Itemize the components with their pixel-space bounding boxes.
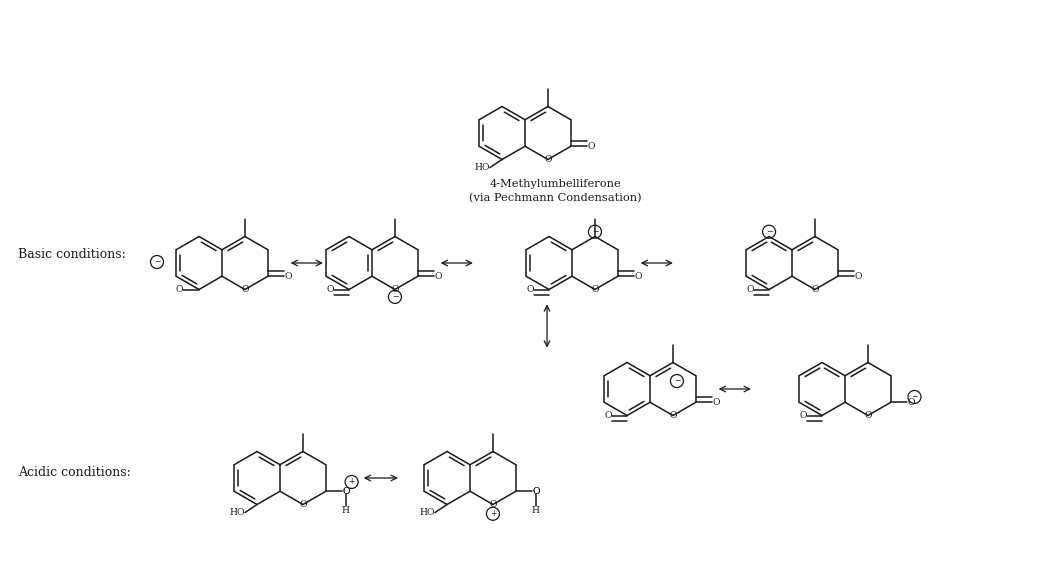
Text: H: H (532, 506, 540, 515)
Text: O: O (434, 272, 441, 281)
Text: +: + (490, 509, 497, 518)
Text: O: O (544, 155, 552, 164)
Text: O: O (865, 411, 872, 420)
Text: O: O (532, 486, 540, 496)
Text: −: − (154, 258, 160, 267)
Text: O: O (489, 500, 497, 509)
Text: +: + (348, 477, 354, 486)
Text: O: O (532, 486, 540, 496)
Text: −: − (911, 392, 918, 401)
Text: O: O (634, 272, 642, 281)
Text: O: O (669, 411, 677, 420)
Text: −: − (592, 227, 598, 236)
Text: O: O (342, 486, 349, 496)
Text: O: O (854, 272, 862, 281)
Text: O: O (284, 272, 292, 281)
Text: Acidic conditions:: Acidic conditions: (18, 467, 131, 480)
Text: O: O (392, 285, 399, 294)
Text: −: − (674, 376, 680, 385)
Text: O: O (241, 285, 248, 294)
Text: O: O (587, 142, 594, 151)
Text: HO: HO (230, 508, 245, 517)
Text: O: O (799, 411, 806, 420)
Text: O: O (812, 285, 819, 294)
Text: O: O (342, 486, 349, 496)
Text: HO: HO (420, 508, 435, 517)
Text: O: O (326, 285, 334, 294)
Text: O: O (907, 398, 915, 407)
Text: O: O (746, 285, 753, 294)
Text: O: O (176, 285, 184, 294)
Text: O: O (299, 500, 307, 509)
Text: O: O (604, 411, 612, 420)
Text: O: O (591, 285, 598, 294)
Text: 4-Methylumbelliferone
(via Pechmann Condensation): 4-Methylumbelliferone (via Pechmann Cond… (469, 179, 641, 203)
Text: −: − (766, 227, 772, 236)
Text: O: O (526, 285, 534, 294)
Text: O: O (712, 398, 719, 407)
Text: H: H (342, 506, 350, 515)
Text: −: − (392, 292, 398, 301)
Text: Basic conditions:: Basic conditions: (18, 248, 126, 262)
Text: HO: HO (474, 163, 490, 172)
